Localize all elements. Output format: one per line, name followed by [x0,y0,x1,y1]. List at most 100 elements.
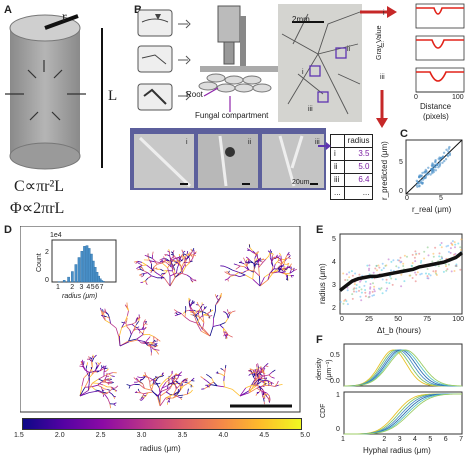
hypha-segment [265,362,269,367]
hypha-segment [252,384,258,387]
e-scatter-point [402,262,405,265]
e-scatter-point [385,289,388,292]
panel-letter-a: A [4,4,12,16]
scatter-point [435,163,439,166]
hypha-segment [108,373,112,377]
hypha-segment [180,259,184,262]
hypha-segment [271,256,273,260]
hypha-segment [156,273,165,279]
hypha-segment [190,277,192,281]
scatter-point [445,148,448,151]
hypha-segment [260,367,263,371]
hypha-segment [151,389,158,397]
table-row: iii 6.4 [330,173,374,187]
hypha-segment [248,269,255,272]
hypha-segment [138,390,141,394]
hypha-segment [226,270,229,274]
hypha-segment [174,311,178,314]
hypha-segment [273,256,276,259]
hypha-segment [104,388,108,390]
table-arrow [318,142,331,150]
hypha-segment [227,314,231,319]
hypha-segment [283,271,286,273]
hypha-segment [157,338,161,342]
hypha-segment [109,318,111,324]
e-scatter-point [419,273,422,276]
hypha-segment [224,278,228,281]
hist-bar [85,245,89,283]
hypha-segment [151,260,155,263]
hypha-segment [257,259,260,262]
hypha-segment [246,263,249,267]
hypha-segment [181,381,186,383]
hypha-segment [103,368,106,372]
hypha-segment [145,323,148,325]
hypha-segment [196,318,200,324]
hypha-segment [180,385,183,389]
hypha-segment [262,396,265,398]
hypha-segment [145,392,149,396]
hypha-segment [271,257,274,261]
hist-ytick-2: 2 [45,249,49,256]
hypha-segment [172,250,175,253]
hypha-segment [293,268,298,272]
hypha-segment [178,394,184,396]
hypha-segment [178,388,181,392]
hypha-segment [187,380,192,384]
hypha-segment [168,382,171,384]
hypha-segment [167,385,172,390]
hypha-segment [196,323,202,332]
hypha-segment [133,377,137,380]
e-scatter-point [346,279,349,281]
scatter-point [421,182,424,185]
hypha-segment [166,376,171,380]
f-xlabel: Hyphal radius (μm) [363,446,431,455]
hypha-segment [232,310,236,313]
hypha-segment [111,388,116,391]
e-scatter-point [418,252,421,255]
e-scatter-point [353,290,355,293]
hypha-segment [104,365,107,369]
hypha-segment [103,373,109,377]
f-top-ylabel-2: (μm⁻¹) [326,359,333,380]
scatter-c [405,139,463,195]
scatter-point [424,175,428,178]
hypha-segment [258,389,262,393]
hypha-segment [165,391,171,395]
hypha-segment [252,373,256,376]
hypha-segment [174,261,178,264]
hypha-segment [239,387,247,397]
scatter-point [427,166,430,169]
hypha-segment [180,265,182,272]
gray-value-ylabel: Gray Value [376,25,383,61]
e-scatter-point [410,264,413,267]
hypha-segment [151,275,158,279]
hypha-segment [119,335,121,347]
hypha-segment [187,382,192,386]
e-scatter-point [427,254,430,257]
hypha-segment [119,327,122,337]
hypha-segment [223,334,226,337]
hypha-segment [145,321,147,324]
hypha-segment [148,334,154,337]
f-top-ytick-0: 0.0 [330,378,340,385]
hypha-segment [144,341,148,346]
hypha-segment [248,258,251,261]
hypha-segment [190,389,193,393]
e-scatter-point [385,278,388,281]
e-scatter-point [402,265,405,267]
hypha-segment [123,322,127,324]
c-ytick-0: 0 [399,188,403,195]
hypha-segment [196,301,199,306]
e-scatter-point [420,272,423,275]
hypha-segment [182,250,186,253]
hypha-segment [290,275,293,278]
hypha-segment [250,261,254,264]
hypha-segment [215,301,219,306]
e-scatter-point [438,255,441,258]
e-ytick-4: 4 [332,259,336,266]
hypha-segment [95,362,98,365]
hypha-segment [107,382,110,386]
hypha-segment [280,259,283,264]
hypha-segment [182,311,186,314]
